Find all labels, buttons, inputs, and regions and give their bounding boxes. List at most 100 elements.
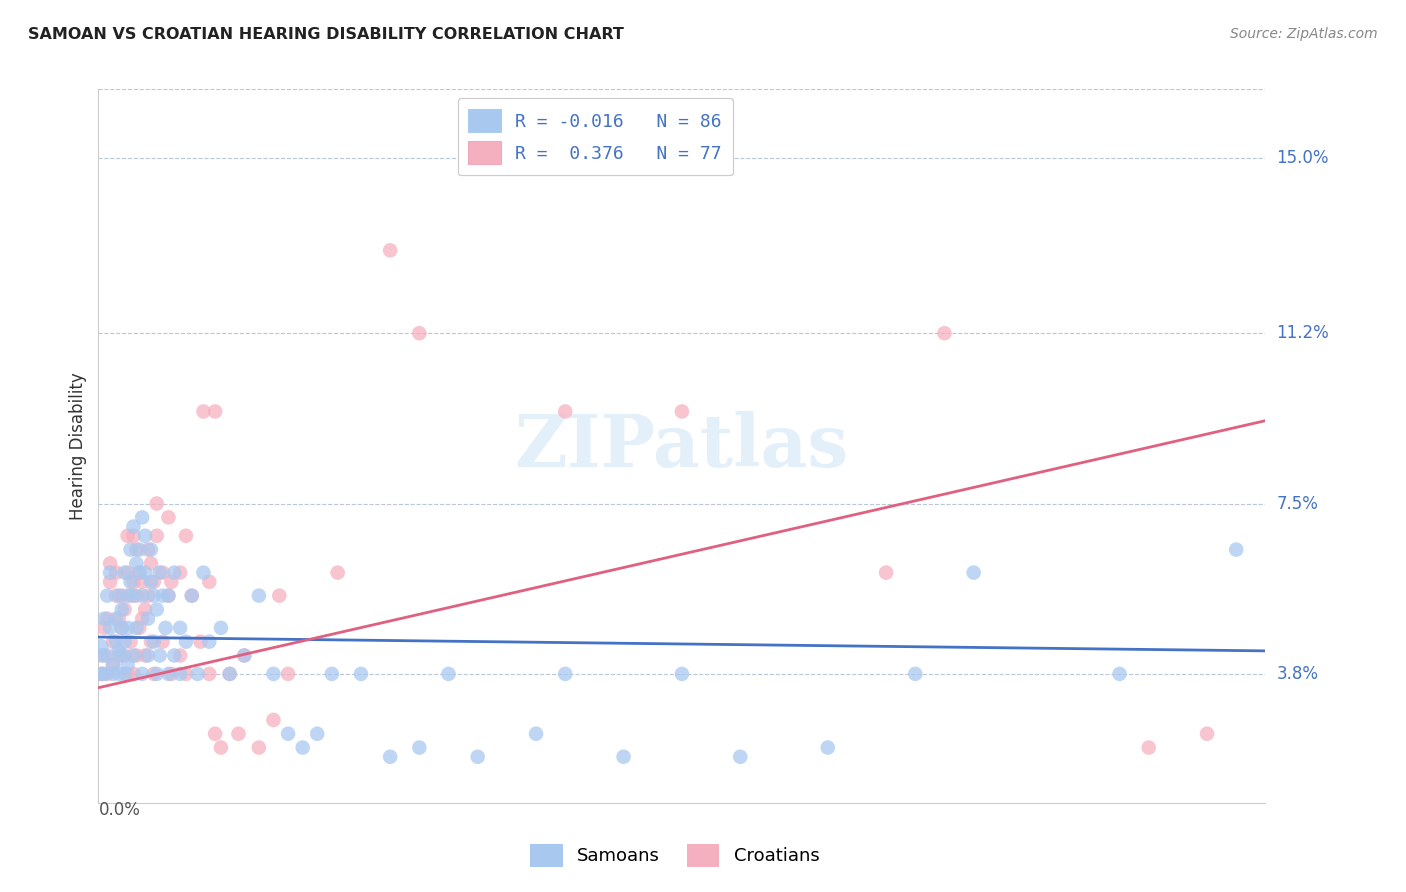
Point [101, 657, 124, 672]
Legend: Samoans, Croatians: Samoans, Croatians [523, 837, 827, 874]
Y-axis label: Hearing Disability: Hearing Disability [69, 372, 87, 520]
Point [96, 589, 118, 603]
Point [128, 621, 150, 635]
Point [131, 589, 153, 603]
Point [142, 634, 165, 648]
Point [98, 574, 121, 589]
Point [163, 566, 186, 580]
Point [157, 589, 180, 603]
Point [131, 574, 153, 589]
Point [146, 497, 169, 511]
Point [122, 574, 145, 589]
Point [125, 557, 148, 571]
Point [152, 634, 174, 648]
Text: Source: ZipAtlas.com: Source: ZipAtlas.com [1230, 27, 1378, 41]
Point [134, 648, 156, 663]
Point [104, 612, 127, 626]
Point [122, 648, 145, 663]
Point [125, 621, 148, 635]
Point [111, 621, 134, 635]
Point [131, 510, 153, 524]
Point [128, 566, 150, 580]
Point [98, 566, 121, 580]
Point [187, 666, 209, 681]
Point [108, 644, 131, 658]
Point [378, 749, 402, 764]
Point [875, 566, 897, 580]
Point [117, 666, 139, 681]
Point [307, 727, 329, 741]
Point [142, 574, 165, 589]
Point [93, 648, 115, 663]
Point [149, 648, 172, 663]
Point [104, 634, 127, 648]
Point [193, 404, 215, 418]
Point [1225, 542, 1247, 557]
Text: 11.2%: 11.2% [1277, 324, 1329, 343]
Point [111, 621, 134, 635]
Point [146, 529, 169, 543]
Point [193, 566, 215, 580]
Point [437, 666, 460, 681]
Point [134, 566, 156, 580]
Point [163, 648, 186, 663]
Point [98, 557, 121, 571]
Point [157, 589, 180, 603]
Point [233, 648, 256, 663]
Point [291, 740, 314, 755]
Point [218, 666, 240, 681]
Point [198, 666, 221, 681]
Point [120, 574, 142, 589]
Text: SAMOAN VS CROATIAN HEARING DISABILITY CORRELATION CHART: SAMOAN VS CROATIAN HEARING DISABILITY CO… [28, 27, 624, 42]
Point [120, 589, 142, 603]
Point [326, 566, 349, 580]
Point [93, 612, 115, 626]
Point [204, 404, 226, 418]
Point [321, 666, 343, 681]
Point [128, 542, 150, 557]
Point [93, 666, 115, 681]
Point [160, 574, 183, 589]
Point [122, 519, 145, 533]
Point [934, 326, 956, 341]
Point [96, 648, 118, 663]
Point [122, 589, 145, 603]
Point [122, 529, 145, 543]
Point [108, 666, 131, 681]
Point [554, 404, 576, 418]
Point [114, 666, 136, 681]
Point [612, 749, 634, 764]
Point [247, 589, 270, 603]
Point [169, 666, 191, 681]
Point [262, 713, 284, 727]
Point [554, 666, 576, 681]
Point [174, 634, 197, 648]
Point [180, 589, 202, 603]
Point [157, 510, 180, 524]
Point [117, 529, 139, 543]
Point [204, 727, 226, 741]
Point [90, 666, 112, 681]
Point [90, 640, 112, 654]
Point [139, 542, 162, 557]
Point [125, 648, 148, 663]
Point [128, 566, 150, 580]
Point [1195, 727, 1218, 741]
Point [160, 666, 183, 681]
Point [169, 648, 191, 663]
Point [122, 666, 145, 681]
Point [120, 542, 142, 557]
Point [120, 634, 142, 648]
Point [174, 529, 197, 543]
Point [131, 612, 153, 626]
Point [90, 648, 112, 663]
Point [198, 634, 221, 648]
Point [467, 749, 489, 764]
Point [101, 657, 124, 672]
Point [671, 404, 693, 418]
Point [146, 602, 169, 616]
Point [1137, 740, 1160, 755]
Point [817, 740, 839, 755]
Point [180, 589, 202, 603]
Point [247, 740, 270, 755]
